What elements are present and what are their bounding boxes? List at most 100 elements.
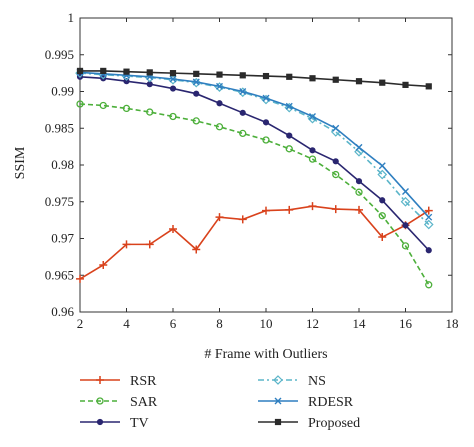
series-rsr-marker xyxy=(122,240,131,249)
series-tv-marker xyxy=(309,147,316,154)
series-tv-marker xyxy=(379,197,386,204)
legend: RSR SAR TV NS RDESR Proposed xyxy=(80,374,360,431)
series-tv-marker xyxy=(355,178,363,185)
series-rdesr-marker xyxy=(402,187,409,195)
legend-tv-marker xyxy=(96,418,104,426)
x-tick-label: 10 xyxy=(260,316,273,331)
series-tv-marker xyxy=(402,222,409,229)
series-sar-marker xyxy=(76,100,84,108)
series-rdesr-marker xyxy=(285,102,293,110)
legend-rdesr-marker xyxy=(274,397,282,405)
series-tv-marker xyxy=(262,119,270,126)
series-tv-marker xyxy=(286,132,293,139)
series-sar-marker xyxy=(122,104,131,113)
series-proposed-marker xyxy=(76,67,84,75)
legend-rsr-marker xyxy=(96,376,104,384)
series-sar-marker xyxy=(355,188,363,196)
series-proposed-marker xyxy=(402,81,409,88)
x-axis-label: # Frame with Outliers xyxy=(204,347,327,362)
series-tv-marker xyxy=(239,109,246,116)
x-tick-label: 6 xyxy=(170,316,177,331)
legend-label-sar: SAR xyxy=(130,395,158,410)
series-proposed-marker xyxy=(355,78,363,85)
x-tick-label: 18 xyxy=(446,316,459,331)
series-rsr-marker xyxy=(262,206,270,215)
series-ns-marker xyxy=(284,102,295,113)
series-rsr-marker xyxy=(355,205,363,214)
series-proposed xyxy=(76,67,432,90)
legend-label-tv: TV xyxy=(130,416,149,431)
series-rsr-marker xyxy=(285,205,294,214)
series-proposed-marker xyxy=(425,83,432,90)
series-rdesr-marker xyxy=(425,213,433,221)
series-tv-marker xyxy=(169,85,177,92)
series-ns xyxy=(75,68,434,230)
series-sar-marker xyxy=(262,136,270,144)
legend-label-proposed: Proposed xyxy=(308,416,360,431)
y-tick-label: 0.995 xyxy=(45,47,74,62)
series-rsr-marker xyxy=(331,205,340,214)
series-sar-line xyxy=(79,103,430,286)
series-sar-marker xyxy=(332,170,340,179)
series-tv-marker xyxy=(216,100,223,107)
series-sar-marker xyxy=(239,129,247,138)
x-tick-label: 2 xyxy=(77,316,84,331)
series-sar-marker xyxy=(192,117,200,125)
y-tick-label: 0.99 xyxy=(51,84,74,99)
series-proposed-marker xyxy=(216,71,223,78)
series-rsr-marker xyxy=(145,240,154,249)
series-rsr-marker xyxy=(308,202,317,211)
legend-item-rsr: RSR xyxy=(80,374,157,389)
x-tick-label: 4 xyxy=(123,316,130,331)
series-proposed-marker xyxy=(123,68,130,75)
series-tv-line xyxy=(79,76,430,251)
y-tick-label: 0.98 xyxy=(51,157,74,172)
series-proposed-marker xyxy=(286,73,293,80)
legend-item-sar: SAR xyxy=(80,395,158,410)
series-tv-marker xyxy=(332,158,339,165)
y-tick-label: 0.965 xyxy=(45,267,74,282)
series-sar-marker xyxy=(99,101,107,110)
series-rdesr xyxy=(76,68,433,221)
legend-sar-marker xyxy=(96,397,104,405)
series-proposed-marker xyxy=(379,79,386,86)
x-tick-label: 16 xyxy=(399,316,413,331)
y-tick-label: 0.975 xyxy=(45,194,74,209)
y-tick-label: 1 xyxy=(68,10,75,25)
series-rsr-marker xyxy=(238,215,247,224)
x-tick-label: 14 xyxy=(353,316,367,331)
series-rsr xyxy=(76,202,433,283)
series-rdesr-marker xyxy=(239,88,247,95)
series-proposed-marker xyxy=(146,69,153,76)
series-rdesr-marker xyxy=(169,75,177,83)
series-rdesr-line xyxy=(79,71,430,218)
y-tick-label: 0.96 xyxy=(51,304,74,319)
x-tick-label: 8 xyxy=(216,316,223,331)
series-proposed-marker xyxy=(100,67,107,75)
series-lines xyxy=(75,67,434,289)
series-rdesr-marker xyxy=(216,82,223,90)
series-sar-marker xyxy=(401,242,410,250)
x-tick-label: 12 xyxy=(306,316,319,331)
y-tick-label: 0.985 xyxy=(45,120,74,135)
series-rdesr-marker xyxy=(332,124,340,132)
series-tv xyxy=(76,73,432,254)
legend-item-tv: TV xyxy=(80,416,149,431)
axis-ticks: 2 4 6 8 10 12 14 16 18 0.96 0.965 0.97 0.975 0.98 0.98… xyxy=(45,10,459,331)
series-sar-marker xyxy=(308,155,317,163)
series-sar-marker xyxy=(146,108,154,116)
series-rsr-marker xyxy=(192,245,201,254)
plot-frame xyxy=(79,17,453,313)
legend-item-ns: NS xyxy=(258,374,326,389)
legend-label-rdesr: RDESR xyxy=(308,395,354,410)
series-rsr-marker xyxy=(169,224,177,233)
series-sar-marker xyxy=(215,123,224,131)
series-proposed-marker xyxy=(262,72,270,80)
y-tick-label: 0.97 xyxy=(51,231,74,246)
series-rdesr-marker xyxy=(192,78,200,86)
y-axis-label: SSIM xyxy=(13,146,28,179)
series-sar-marker xyxy=(378,212,386,220)
series-rsr-marker xyxy=(424,206,433,215)
legend-proposed-marker xyxy=(274,418,282,426)
series-proposed-marker xyxy=(193,70,200,77)
